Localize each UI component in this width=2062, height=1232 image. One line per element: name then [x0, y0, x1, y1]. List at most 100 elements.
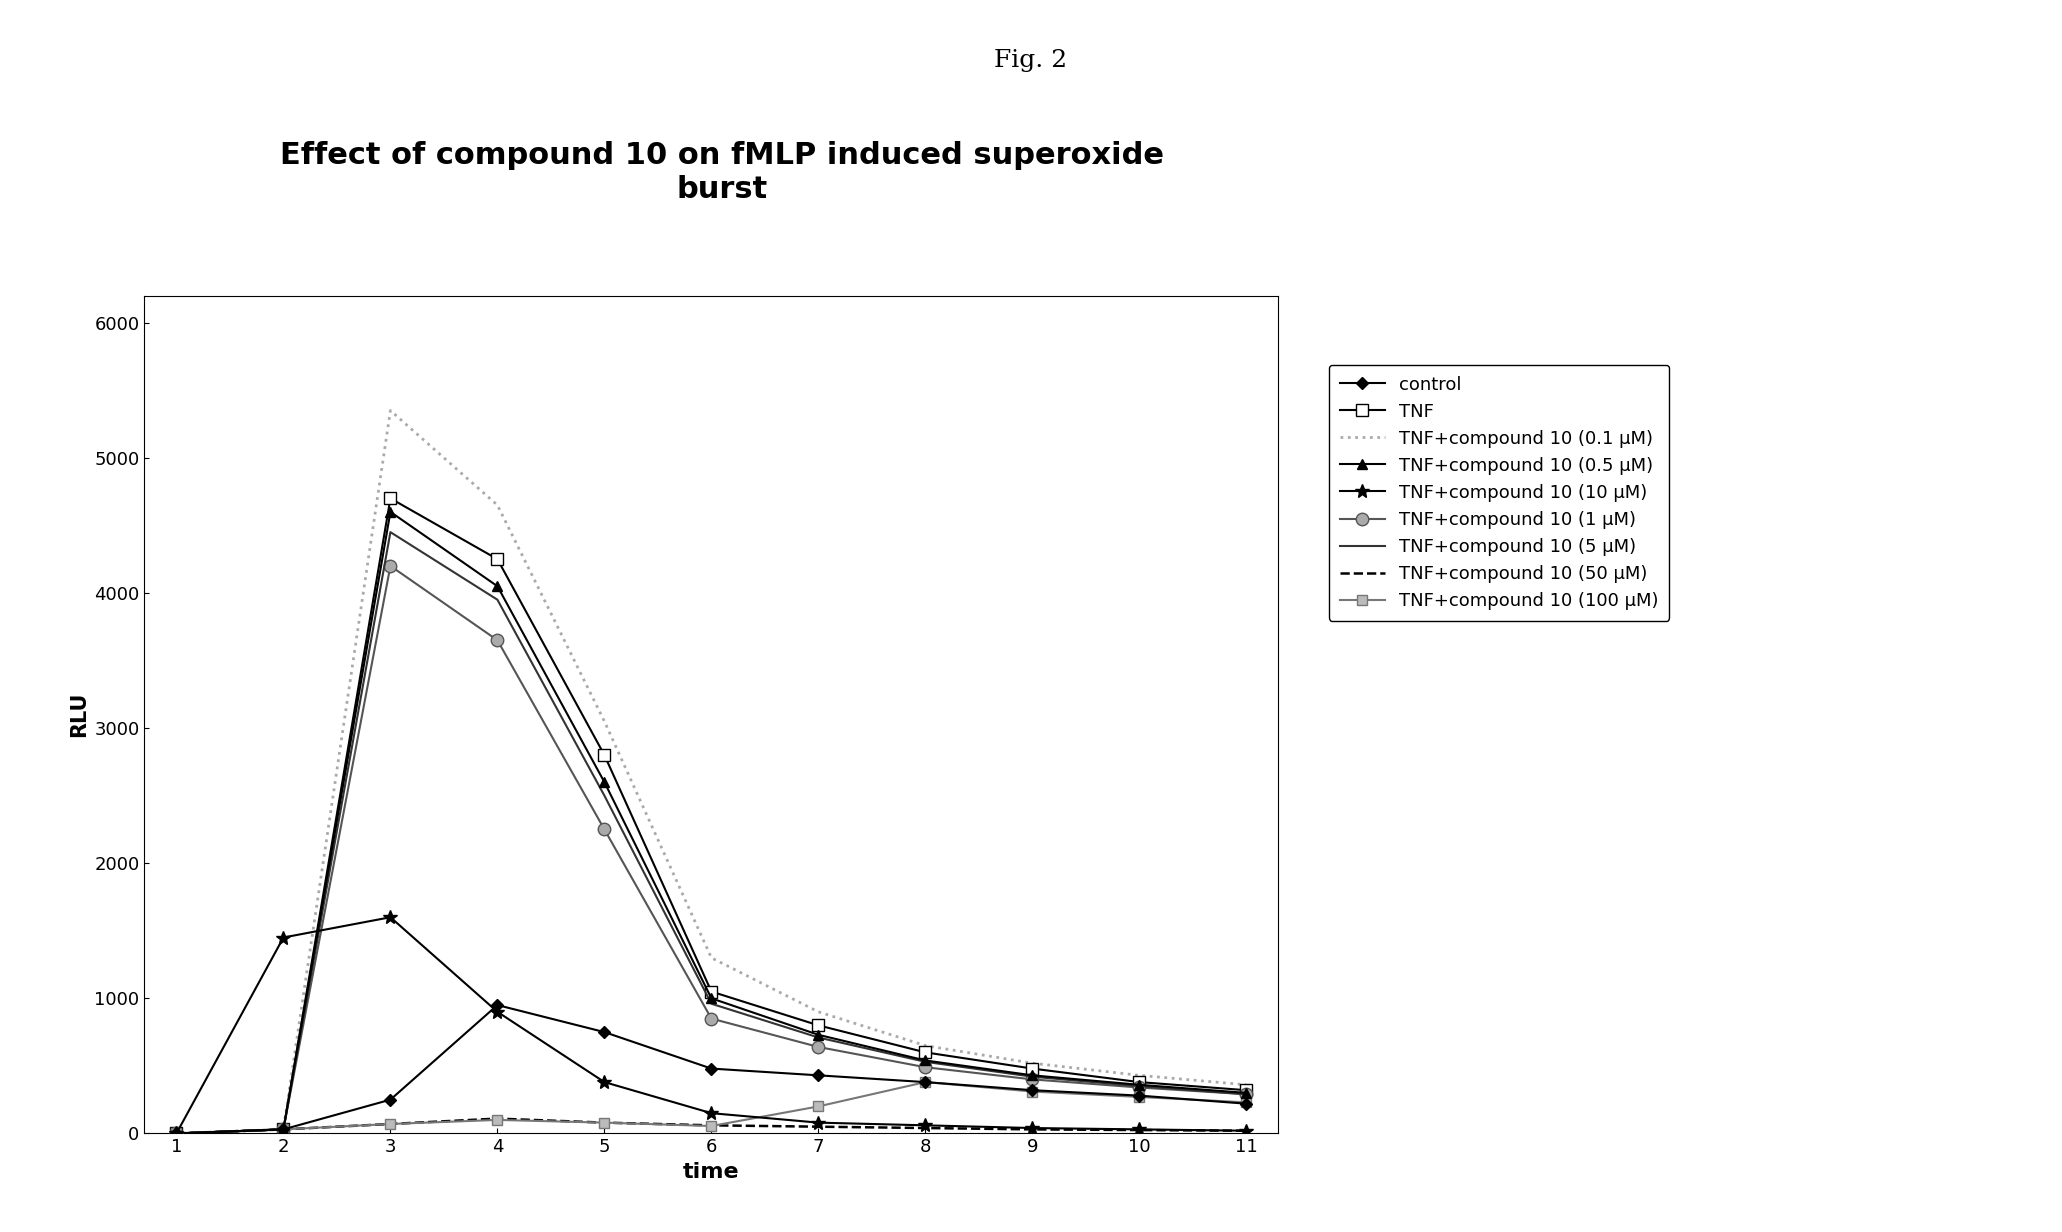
TNF	[806, 1018, 831, 1032]
TNF+compound 10 (5 μM)	[377, 525, 402, 540]
X-axis label: time: time	[683, 1162, 740, 1181]
TNF+compound 10 (50 μM)	[1233, 1124, 1258, 1138]
TNF+compound 10 (0.5 μM)	[913, 1053, 938, 1068]
TNF+compound 10 (50 μM)	[485, 1111, 509, 1126]
TNF+compound 10 (10 μM)	[913, 1117, 938, 1132]
control	[377, 1093, 402, 1108]
TNF	[1021, 1061, 1045, 1076]
TNF	[485, 552, 509, 567]
control	[1021, 1083, 1045, 1098]
TNF+compound 10 (100 μM)	[485, 1112, 509, 1127]
control	[806, 1068, 831, 1083]
Y-axis label: RLU: RLU	[68, 692, 89, 737]
TNF+compound 10 (10 μM)	[806, 1115, 831, 1130]
TNF+compound 10 (0.5 μM)	[377, 504, 402, 519]
TNF+compound 10 (0.5 μM)	[485, 579, 509, 594]
TNF+compound 10 (0.1 μM)	[1233, 1078, 1258, 1093]
TNF+compound 10 (100 μM)	[806, 1099, 831, 1114]
TNF+compound 10 (10 μM)	[270, 930, 295, 945]
TNF+compound 10 (0.5 μM)	[270, 1122, 295, 1137]
Line: TNF+compound 10 (5 μM): TNF+compound 10 (5 μM)	[177, 532, 1245, 1133]
TNF+compound 10 (10 μM)	[592, 1074, 617, 1089]
TNF	[699, 984, 724, 999]
Line: control: control	[173, 1000, 1250, 1137]
TNF+compound 10 (100 μM)	[592, 1115, 617, 1130]
TNF+compound 10 (1 μM)	[1021, 1072, 1045, 1087]
control	[1233, 1096, 1258, 1111]
control	[1128, 1088, 1153, 1103]
TNF+compound 10 (5 μM)	[1128, 1079, 1153, 1094]
Text: Fig. 2: Fig. 2	[994, 49, 1068, 73]
TNF+compound 10 (1 μM)	[913, 1060, 938, 1074]
TNF+compound 10 (0.1 μM)	[699, 950, 724, 965]
TNF+compound 10 (10 μM)	[1021, 1121, 1045, 1136]
TNF	[377, 492, 402, 506]
TNF+compound 10 (10 μM)	[1233, 1124, 1258, 1138]
TNF+compound 10 (0.1 μM)	[913, 1039, 938, 1053]
TNF+compound 10 (50 μM)	[1128, 1122, 1153, 1137]
TNF+compound 10 (0.1 μM)	[1128, 1068, 1153, 1083]
TNF+compound 10 (5 μM)	[1021, 1069, 1045, 1084]
Line: TNF+compound 10 (100 μM): TNF+compound 10 (100 μM)	[171, 1077, 1252, 1138]
Line: TNF: TNF	[171, 493, 1252, 1140]
TNF+compound 10 (1 μM)	[270, 1122, 295, 1137]
control	[913, 1074, 938, 1089]
TNF+compound 10 (100 μM)	[270, 1122, 295, 1137]
Text: Effect of compound 10 on fMLP induced superoxide
burst: Effect of compound 10 on fMLP induced su…	[280, 142, 1163, 203]
TNF	[913, 1045, 938, 1060]
control	[592, 1025, 617, 1040]
TNF+compound 10 (5 μM)	[165, 1126, 190, 1141]
Legend: control, TNF, TNF+compound 10 (0.1 μM), TNF+compound 10 (0.5 μM), TNF+compound 1: control, TNF, TNF+compound 10 (0.1 μM), …	[1328, 365, 1670, 621]
TNF+compound 10 (50 μM)	[592, 1115, 617, 1130]
TNF+compound 10 (10 μM)	[485, 1004, 509, 1019]
TNF	[1233, 1083, 1258, 1098]
TNF+compound 10 (0.5 μM)	[806, 1027, 831, 1042]
TNF+compound 10 (50 μM)	[270, 1122, 295, 1137]
TNF	[592, 748, 617, 763]
control	[699, 1061, 724, 1076]
TNF+compound 10 (5 μM)	[1233, 1087, 1258, 1101]
TNF+compound 10 (50 μM)	[913, 1121, 938, 1136]
TNF+compound 10 (100 μM)	[1128, 1089, 1153, 1104]
TNF+compound 10 (50 μM)	[806, 1120, 831, 1135]
control	[270, 1122, 295, 1137]
TNF+compound 10 (50 μM)	[1021, 1122, 1045, 1137]
Line: TNF+compound 10 (10 μM): TNF+compound 10 (10 μM)	[169, 910, 1254, 1141]
TNF+compound 10 (5 μM)	[592, 788, 617, 803]
TNF+compound 10 (5 μM)	[270, 1122, 295, 1137]
Line: TNF+compound 10 (0.1 μM): TNF+compound 10 (0.1 μM)	[177, 410, 1245, 1133]
TNF	[165, 1126, 190, 1141]
TNF+compound 10 (0.1 μM)	[1021, 1056, 1045, 1071]
TNF	[270, 1122, 295, 1137]
TNF+compound 10 (100 μM)	[165, 1126, 190, 1141]
TNF+compound 10 (1 μM)	[377, 558, 402, 573]
Line: TNF+compound 10 (0.5 μM): TNF+compound 10 (0.5 μM)	[171, 508, 1252, 1138]
TNF+compound 10 (0.1 μM)	[806, 1004, 831, 1019]
TNF+compound 10 (5 μM)	[699, 997, 724, 1011]
TNF+compound 10 (0.1 μM)	[165, 1126, 190, 1141]
TNF+compound 10 (0.5 μM)	[1128, 1078, 1153, 1093]
TNF+compound 10 (10 μM)	[377, 910, 402, 925]
Line: TNF+compound 10 (50 μM): TNF+compound 10 (50 μM)	[177, 1119, 1245, 1133]
TNF+compound 10 (5 μM)	[485, 593, 509, 607]
TNF+compound 10 (100 μM)	[913, 1074, 938, 1089]
TNF+compound 10 (0.5 μM)	[592, 775, 617, 790]
TNF+compound 10 (5 μM)	[806, 1030, 831, 1045]
TNF+compound 10 (100 μM)	[699, 1119, 724, 1133]
TNF+compound 10 (50 μM)	[377, 1116, 402, 1131]
TNF+compound 10 (5 μM)	[913, 1055, 938, 1069]
TNF+compound 10 (1 μM)	[485, 633, 509, 648]
TNF	[1128, 1074, 1153, 1089]
TNF+compound 10 (0.1 μM)	[270, 1122, 295, 1137]
TNF+compound 10 (1 μM)	[699, 1011, 724, 1026]
TNF+compound 10 (0.5 μM)	[1021, 1068, 1045, 1083]
TNF+compound 10 (0.5 μM)	[1233, 1085, 1258, 1100]
TNF+compound 10 (100 μM)	[1233, 1095, 1258, 1110]
control	[485, 998, 509, 1013]
TNF+compound 10 (10 μM)	[699, 1106, 724, 1121]
TNF+compound 10 (10 μM)	[165, 1126, 190, 1141]
TNF+compound 10 (0.1 μM)	[377, 403, 402, 418]
TNF+compound 10 (50 μM)	[699, 1117, 724, 1132]
TNF+compound 10 (1 μM)	[806, 1040, 831, 1055]
TNF+compound 10 (1 μM)	[165, 1126, 190, 1141]
